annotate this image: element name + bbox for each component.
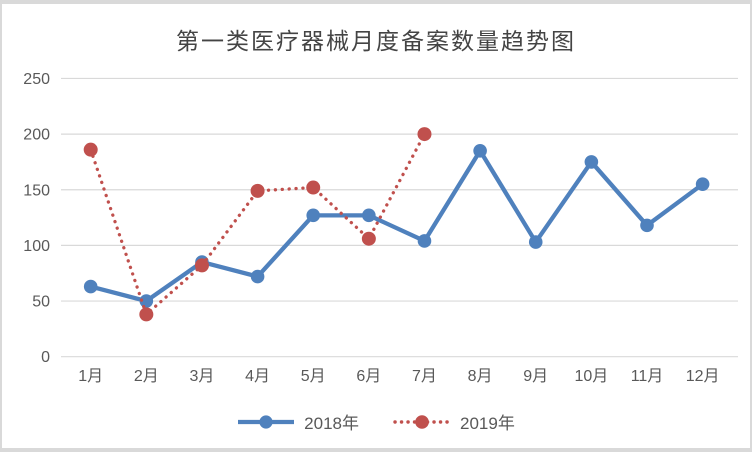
y-tick-label: 200 [23, 127, 50, 144]
x-axis-tick-labels: 1月 2月 3月 4月 5月 6月 7月 8月 9月 10月 11月 12月 [78, 368, 719, 385]
data-point-marker [361, 231, 376, 246]
x-tick-label: 10月 [574, 368, 608, 385]
data-point-marker [139, 307, 154, 322]
x-tick-label: 11月 [631, 368, 664, 385]
data-point-marker [640, 218, 654, 233]
legend-2018-line-marker-icon [238, 414, 295, 429]
x-tick-label: 12月 [686, 368, 720, 385]
chart-title: 第一类医疗器械月度备案数量趋势图 [176, 28, 576, 54]
y-tick-label: 250 [23, 71, 50, 88]
data-point-marker [473, 143, 487, 158]
y-tick-label: 0 [41, 349, 50, 366]
x-tick-label: 2月 [134, 368, 159, 385]
data-point-marker [584, 155, 599, 169]
data-point-marker [306, 208, 321, 223]
data-point-marker [194, 258, 209, 273]
legend-2019-dotted-marker-icon [393, 414, 451, 429]
x-tick-label: 7月 [412, 368, 437, 385]
data-point-marker [417, 127, 432, 142]
x-tick-label: 8月 [468, 368, 493, 385]
data-point-marker [306, 180, 321, 195]
data-point-marker [250, 269, 265, 284]
chart-legend: 2018年 2019年 [2, 409, 750, 434]
y-tick-label: 50 [32, 294, 50, 311]
data-point-marker [83, 279, 98, 294]
data-point-marker [362, 208, 376, 223]
x-tick-label: 6月 [356, 368, 381, 385]
x-tick-label: 4月 [245, 368, 270, 385]
x-tick-label: 5月 [301, 368, 326, 385]
legend-item-2019[interactable]: 2019年 [393, 409, 515, 434]
y-tick-label: 100 [23, 238, 50, 255]
series-2018年 [83, 143, 710, 308]
legend-label-2018: 2018年 [304, 414, 359, 433]
data-point-marker [417, 234, 432, 248]
legend-item-2018[interactable]: 2018年 [237, 409, 359, 434]
series-2019年 [83, 127, 432, 322]
gridlines [61, 77, 738, 358]
legend-label-2019: 2019年 [460, 414, 515, 433]
data-point-marker [695, 177, 710, 191]
data-point-marker [139, 294, 154, 308]
x-tick-label: 9月 [523, 368, 548, 385]
data-point-marker [83, 142, 98, 157]
data-point-marker [528, 235, 543, 249]
y-axis-tick-labels: 0 50 100 150 200 250 [23, 71, 50, 366]
data-point-marker [250, 183, 265, 198]
x-tick-label: 3月 [190, 368, 215, 385]
x-tick-label: 1月 [78, 368, 103, 385]
y-tick-label: 150 [23, 182, 50, 199]
